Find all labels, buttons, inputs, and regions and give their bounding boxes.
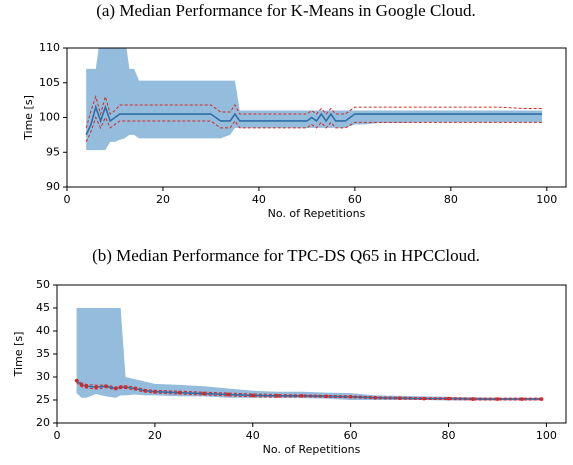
panel-title: (a) Median Performance for K-Means in Go… [96, 1, 476, 20]
x-tick-label: 0 [54, 429, 61, 442]
y-tick-label: 40 [36, 324, 50, 337]
median-marker [520, 397, 524, 401]
x-tick-label: 60 [348, 193, 362, 206]
x-tick-label: 80 [442, 429, 456, 442]
plot-area [74, 308, 544, 401]
y-tick-label: 100 [39, 111, 60, 124]
median-marker [94, 385, 98, 389]
y-axis-label: Time [s] [12, 332, 25, 378]
median-marker [226, 392, 231, 397]
y-tick-label: 20 [36, 416, 50, 429]
median-marker [250, 393, 255, 398]
range-band [76, 308, 542, 401]
x-tick-label: 20 [148, 429, 162, 442]
median-marker [446, 396, 451, 401]
median-line [85, 104, 543, 136]
median-marker [104, 384, 108, 389]
x-tick-label: 0 [64, 193, 71, 206]
axes-frame [56, 284, 567, 424]
median-marker [177, 390, 182, 395]
median-marker [74, 378, 79, 383]
median-marker [84, 384, 89, 389]
median-marker [299, 394, 304, 398]
median-marker [113, 386, 118, 391]
x-tick-label: 40 [252, 193, 266, 206]
median-marker [202, 391, 206, 396]
x-tick-label: 20 [156, 193, 170, 206]
y-tick-label: 35 [36, 347, 50, 360]
x-tick-label: 100 [536, 429, 557, 442]
ci-line [76, 382, 542, 401]
median-marker [275, 394, 280, 398]
median-marker [118, 385, 123, 389]
x-tick-label: 60 [344, 429, 358, 442]
plot-area [85, 48, 543, 151]
y-tick-label: 105 [39, 76, 60, 89]
median-marker [133, 386, 138, 391]
y-axis-label: Time [s] [22, 95, 35, 141]
median-marker [324, 394, 328, 399]
median-marker [373, 395, 377, 400]
y-tick-label: 30 [36, 370, 50, 383]
y-tick-label: 50 [36, 278, 50, 291]
median-marker [539, 397, 544, 401]
median-marker [422, 396, 426, 401]
y-tick-label: 45 [36, 301, 50, 314]
ci-line [85, 94, 543, 129]
x-tick-label: 80 [444, 193, 458, 206]
median-marker [79, 383, 84, 387]
ci-line [85, 116, 543, 143]
x-tick-label: 40 [246, 429, 260, 442]
x-axis-label: No. of Repetitions [263, 443, 361, 456]
median-marker [143, 389, 147, 393]
x-axis-label: No. of Repetitions [268, 207, 366, 220]
y-tick-label: 110 [39, 41, 60, 54]
y-tick-label: 90 [46, 180, 60, 193]
median-marker [397, 396, 402, 400]
x-tick-label: 100 [536, 193, 557, 206]
range-band [86, 48, 543, 151]
median-marker [471, 397, 475, 401]
median-marker [495, 397, 500, 401]
panel-title: (b) Median Performance for TPC-DS Q65 in… [92, 246, 480, 265]
median-marker [123, 385, 128, 389]
y-tick-label: 25 [36, 393, 50, 406]
median-marker [153, 389, 157, 394]
y-tick-label: 95 [46, 145, 60, 158]
ci-line [76, 378, 542, 399]
median-marker [348, 394, 353, 399]
